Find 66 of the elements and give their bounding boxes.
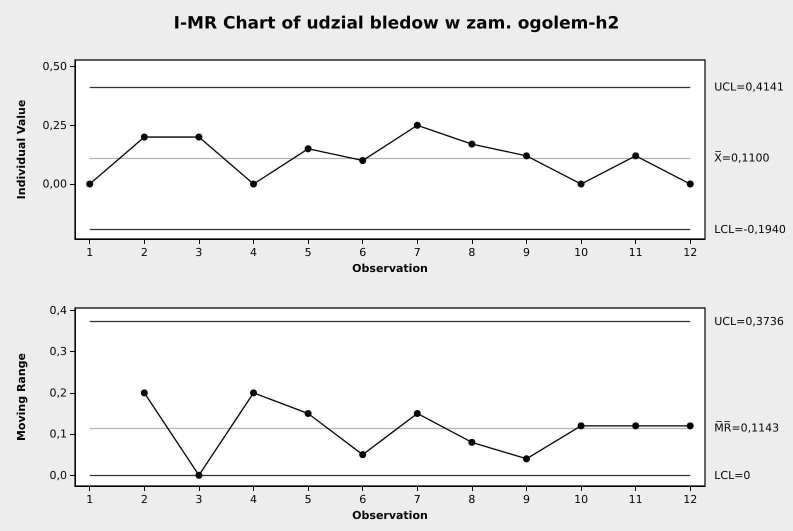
chart-title: I-MR Chart of udzial bledow w zam. ogolem-h2 [174, 14, 620, 34]
x-tick-label: 4 [250, 246, 258, 259]
point [359, 157, 366, 164]
point [468, 438, 476, 446]
y-tick-label: 0,25 [42, 118, 67, 132]
x-tick-label: 6 [359, 246, 366, 259]
x-tick-label: 2 [140, 493, 148, 506]
y-tick-label: 0,3 [50, 345, 67, 358]
point [468, 140, 476, 148]
point [686, 422, 694, 430]
x-tick-label: 10 [574, 246, 588, 259]
x-tick-label: 4 [250, 493, 258, 506]
x-tick-label: 8 [468, 246, 476, 259]
point [632, 152, 640, 160]
point [578, 422, 585, 430]
x-tick-label: 11 [628, 246, 643, 259]
x-tick-label: 3 [195, 493, 202, 506]
x-tick-label: 3 [195, 246, 202, 259]
point [195, 134, 202, 141]
ref-line-label: X̅=0,1100 [714, 150, 770, 165]
point [632, 422, 640, 430]
y-tick-label: 0,4 [50, 304, 67, 317]
ref-line-label: UCL=0,3736 [714, 314, 784, 328]
point [414, 410, 421, 417]
point [522, 152, 530, 160]
y-tick-label: 0,2 [50, 386, 67, 400]
point [578, 180, 585, 188]
ref-line-label: M̅R̅=0,1143 [714, 420, 780, 435]
ref-line-label: LCL=0 [714, 468, 750, 482]
point [195, 472, 202, 479]
point [250, 180, 258, 188]
x-axis-title: Observation [352, 262, 428, 275]
x-tick-label: 9 [522, 246, 530, 259]
y-tick-label: 0,00 [42, 178, 67, 191]
x-tick-label: 7 [414, 246, 421, 259]
x-tick-label: 8 [468, 493, 476, 506]
x-tick-label: 10 [574, 493, 588, 506]
x-tick-label: 9 [522, 493, 530, 506]
x-tick-label: 6 [359, 493, 366, 506]
y-tick-label: 0,50 [42, 60, 67, 74]
y-axis-title: Individual Value [15, 100, 28, 200]
point [140, 389, 148, 396]
point [522, 455, 530, 462]
y-axis-title: Moving Range [15, 352, 28, 442]
x-tick-label: 11 [628, 493, 643, 506]
point [686, 180, 694, 188]
x-tick-label: 2 [140, 246, 148, 259]
point [140, 134, 148, 141]
x-tick-label: 5 [304, 493, 312, 506]
x-axis-title: Observation [352, 508, 428, 522]
point [414, 122, 421, 129]
x-tick-label: 1 [86, 246, 94, 259]
point [250, 389, 258, 396]
x-tick-label: 1 [86, 493, 94, 506]
ref-line-label: LCL=-0,1940 [714, 223, 786, 236]
point [304, 410, 312, 417]
x-tick-label: 12 [683, 493, 698, 506]
y-tick-label: 0,1 [50, 428, 67, 441]
x-tick-label: 12 [683, 246, 698, 259]
ref-line-label: UCL=0,4141 [714, 80, 784, 94]
y-tick-label: 0,0 [50, 468, 67, 482]
point [359, 451, 366, 458]
point [304, 145, 312, 152]
x-tick-label: 7 [414, 493, 421, 506]
x-tick-label: 5 [304, 246, 312, 259]
point [86, 180, 94, 188]
